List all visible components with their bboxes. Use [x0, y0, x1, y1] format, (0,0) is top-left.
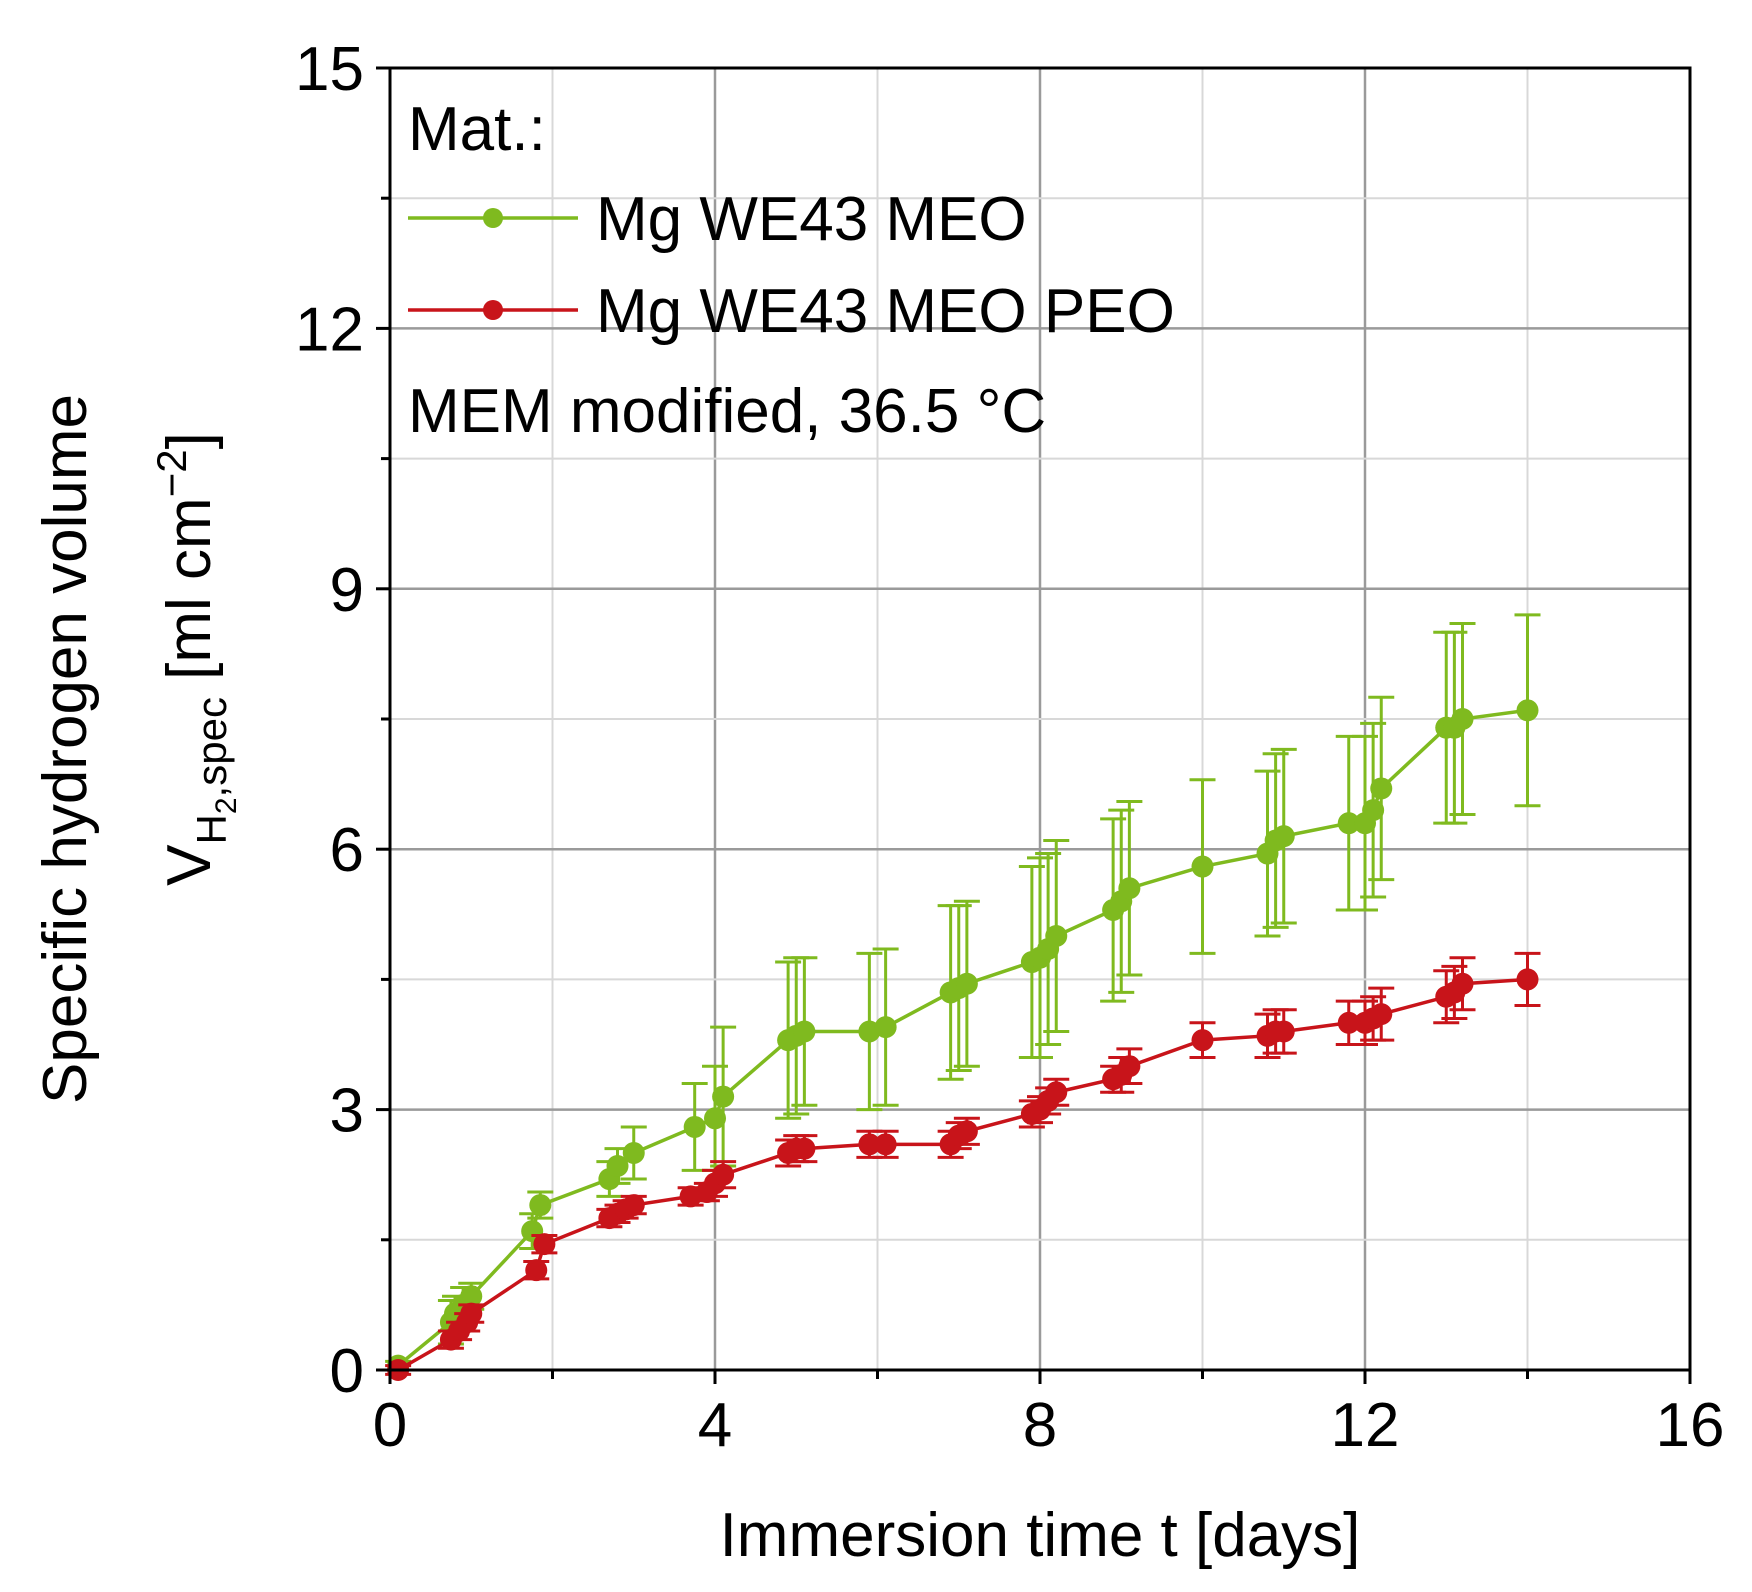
data-point — [1191, 855, 1214, 878]
y-axis-title-close: ] — [155, 432, 224, 449]
legend-items: Mg WE43 MEO Mg WE43 MEO PEO — [408, 185, 1175, 346]
legend-header: Mat.: — [408, 95, 546, 164]
data-point — [1191, 1029, 1214, 1052]
axis-ticks — [376, 66, 1692, 1384]
x-tick-label: 0 — [373, 1391, 407, 1460]
data-point — [1118, 1055, 1141, 1078]
data-point — [712, 1163, 735, 1186]
data-point — [1118, 877, 1141, 900]
y-tick-label: 6 — [330, 816, 364, 885]
legend-label: Mg WE43 MEO — [596, 185, 1027, 254]
tick-labels: 0 4 8 12 16 0 3 6 9 12 15 — [295, 35, 1724, 1460]
data-point — [858, 1133, 881, 1156]
data-point — [525, 1259, 548, 1282]
y-axis-title-line2: VH2,spec [ml cm−2] — [148, 432, 243, 886]
data-point — [683, 1115, 706, 1138]
x-tick-label: 4 — [698, 1391, 732, 1460]
legend: Mat.: Mg WE43 MEO Mg WE43 MEO PEO MEM mod… — [408, 95, 1175, 446]
data-point — [874, 1133, 897, 1156]
data-point — [1370, 1003, 1393, 1026]
y-axis-title-exponent: −2 — [148, 449, 195, 497]
data-point — [1272, 1020, 1295, 1043]
legend-footer: MEM modified, 36.5 °C — [408, 377, 1046, 446]
legend-label: Mg WE43 MEO PEO — [596, 277, 1175, 346]
series-layer — [385, 613, 1541, 1381]
data-point — [704, 1107, 726, 1130]
y-axis-title: Specific hydrogen volume VH2,spec [ml cm… — [31, 394, 243, 1104]
y-axis-title-subscript-h: H — [188, 814, 235, 844]
data-point — [1370, 777, 1393, 800]
legend-swatch-marker — [483, 208, 503, 228]
data-point — [1362, 799, 1385, 822]
y-axis-title-symbol: V — [155, 844, 224, 886]
y-tick-label: 0 — [330, 1337, 364, 1406]
data-point — [1337, 1011, 1360, 1034]
data-point — [712, 1085, 735, 1108]
y-axis-title-line1: Specific hydrogen volume — [31, 394, 100, 1104]
legend-swatch-marker — [483, 300, 503, 320]
data-point — [533, 1233, 556, 1256]
y-tick-label: 15 — [295, 35, 364, 104]
legend-item: Mg WE43 MEO — [408, 185, 1027, 254]
y-axis-title-subscript-rest: ,spec — [188, 697, 235, 797]
data-point — [1516, 699, 1539, 722]
data-point — [1045, 1081, 1068, 1104]
data-point — [955, 1120, 978, 1143]
y-axis-title-unit: [ml cm — [155, 497, 224, 697]
y-tick-label: 3 — [330, 1077, 364, 1146]
series-line — [397, 708, 1528, 1368]
data-point — [622, 1194, 645, 1217]
data-point — [1451, 708, 1474, 730]
data-point — [1451, 972, 1474, 995]
x-tick-label: 8 — [1023, 1391, 1057, 1460]
y-axis-title-subscript-2: 2 — [210, 797, 243, 814]
series-line — [397, 977, 1528, 1372]
data-point — [460, 1285, 483, 1308]
y-tick-label: 9 — [330, 556, 364, 625]
data-point — [1045, 925, 1068, 947]
data-point — [622, 1142, 645, 1164]
legend-item: Mg WE43 MEO PEO — [408, 277, 1175, 346]
data-point — [1516, 968, 1539, 991]
data-point — [1337, 812, 1360, 835]
data-point — [955, 972, 978, 995]
data-point — [460, 1302, 483, 1325]
data-point — [874, 1016, 897, 1039]
y-tick-label: 12 — [295, 295, 364, 364]
data-point — [606, 1155, 629, 1178]
data-point — [793, 1020, 816, 1043]
x-tick-label: 16 — [1656, 1391, 1725, 1460]
series-meo-peo — [385, 951, 1541, 1381]
x-tick-label: 12 — [1331, 1391, 1400, 1460]
grid — [390, 68, 1690, 1370]
data-point — [529, 1194, 552, 1217]
data-point — [793, 1137, 816, 1160]
data-point — [1272, 825, 1295, 848]
x-axis-title: Immersion time t [days] — [720, 1501, 1361, 1570]
